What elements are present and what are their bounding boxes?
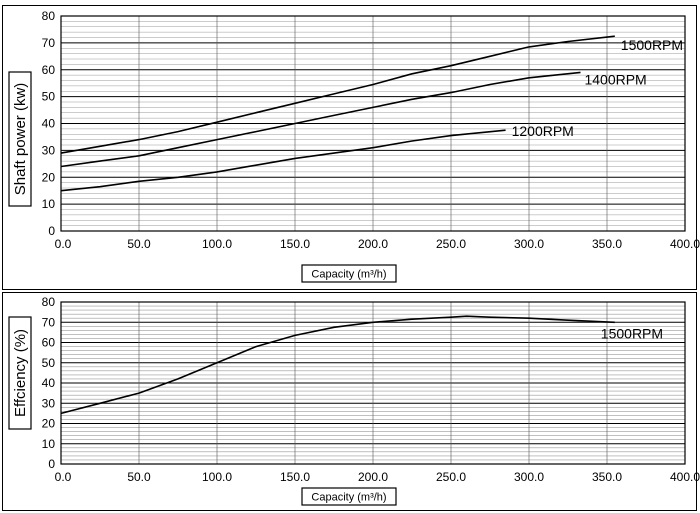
x-tick-label: 200.0 (358, 470, 388, 484)
x-tick-label: 250.0 (436, 470, 466, 484)
y-tick-label: 0 (48, 224, 55, 238)
x-tick-label: 150.0 (280, 470, 310, 484)
shaft-power-x-ticks: 0.0 50.0 100.0 150.0 200.0 250.0 300.0 350.0 400… (55, 237, 700, 251)
x-tick-label: 400.0 (670, 470, 700, 484)
x-tick-label: 0.0 (55, 470, 72, 484)
y-tick-label: 0 (48, 457, 55, 471)
efficiency-ylabel: Effciency (%) (12, 329, 29, 417)
efficiency-x-ticks: 0.0 50.0 100.0 150.0 200.0 250.0 300.0 350.0 400… (55, 470, 700, 484)
shaft-power-ylabel-box (8, 71, 32, 207)
x-tick-label: 350.0 (592, 237, 622, 251)
x-tick-label: 100.0 (202, 237, 232, 251)
shaft-power-line-1500rpm (60, 35, 615, 154)
efficiency-chart: 0.0 50.0 100.0 150.0 200.0 250.0 300.0 350.0 400… (8, 295, 700, 506)
y-tick-label: 60 (42, 336, 56, 350)
x-tick-label: 50.0 (127, 237, 151, 251)
series-label-1400rpm: 1400RPM (584, 71, 646, 87)
efficiency-y-ticks: 0 10 20 30 40 50 60 70 80 (42, 295, 56, 471)
shaft-power-line-1200rpm (60, 129, 506, 192)
shaft-power-chart: 0.0 50.0 100.0 150.0 200.0 250.0 300.0 350.0 400… (8, 9, 700, 283)
series-label-1500rpm: 1500RPM (621, 37, 683, 53)
x-tick-label: 150.0 (280, 237, 310, 251)
shaft-power-line-1400rpm (60, 71, 581, 168)
series-label-1500rpm: 1500RPM (601, 325, 663, 341)
x-tick-label: 100.0 (202, 470, 232, 484)
y-tick-label: 10 (42, 197, 56, 211)
x-tick-label: 300.0 (514, 237, 544, 251)
y-tick-label: 80 (42, 9, 56, 23)
series-label-1200rpm: 1200RPM (512, 123, 574, 139)
x-tick-label: 350.0 (592, 470, 622, 484)
efficiency-ylabel-box (8, 316, 32, 430)
shaft-power-ylabel: Shaft power (kw) (12, 83, 29, 196)
y-tick-label: 80 (42, 295, 56, 309)
y-tick-label: 40 (42, 117, 56, 131)
x-tick-label: 400.0 (670, 237, 700, 251)
shaft-power-y-ticks: 0 10 20 30 40 50 60 70 80 (42, 9, 56, 238)
efficiency-line-1500rpm (60, 315, 615, 415)
y-tick-label: 70 (42, 315, 56, 329)
x-tick-label: 50.0 (127, 470, 151, 484)
y-tick-label: 30 (42, 396, 56, 410)
efficiency-series-labels: 1500RPM (601, 325, 663, 341)
shaft-power-xlabel: Capacity (m³/h) (311, 269, 386, 281)
top-chart-frame (2, 5, 697, 290)
y-tick-label: 20 (42, 170, 56, 184)
y-tick-label: 50 (42, 90, 56, 104)
efficiency-xlabel-box (301, 487, 397, 506)
y-tick-label: 30 (42, 143, 56, 157)
y-tick-label: 50 (42, 356, 56, 370)
efficiency-grid (61, 301, 685, 465)
y-tick-label: 70 (42, 36, 56, 50)
x-tick-label: 0.0 (55, 237, 72, 251)
efficiency-plot-area (60, 301, 686, 465)
x-tick-label: 250.0 (436, 237, 466, 251)
efficiency-xlabel: Capacity (m³/h) (311, 492, 386, 504)
shaft-power-series (60, 35, 615, 192)
y-tick-label: 60 (42, 63, 56, 77)
shaft-power-plot-area (60, 15, 686, 232)
bottom-chart-frame (2, 292, 697, 511)
y-tick-label: 10 (42, 437, 56, 451)
x-tick-label: 300.0 (514, 470, 544, 484)
shaft-power-grid (61, 15, 685, 232)
y-tick-label: 40 (42, 376, 56, 390)
shaft-power-series-labels: 1500RPM 1400RPM 1200RPM (512, 37, 683, 139)
shaft-power-xlabel-box (301, 264, 397, 283)
y-tick-label: 20 (42, 417, 56, 431)
x-tick-label: 200.0 (358, 237, 388, 251)
efficiency-series (60, 315, 615, 415)
